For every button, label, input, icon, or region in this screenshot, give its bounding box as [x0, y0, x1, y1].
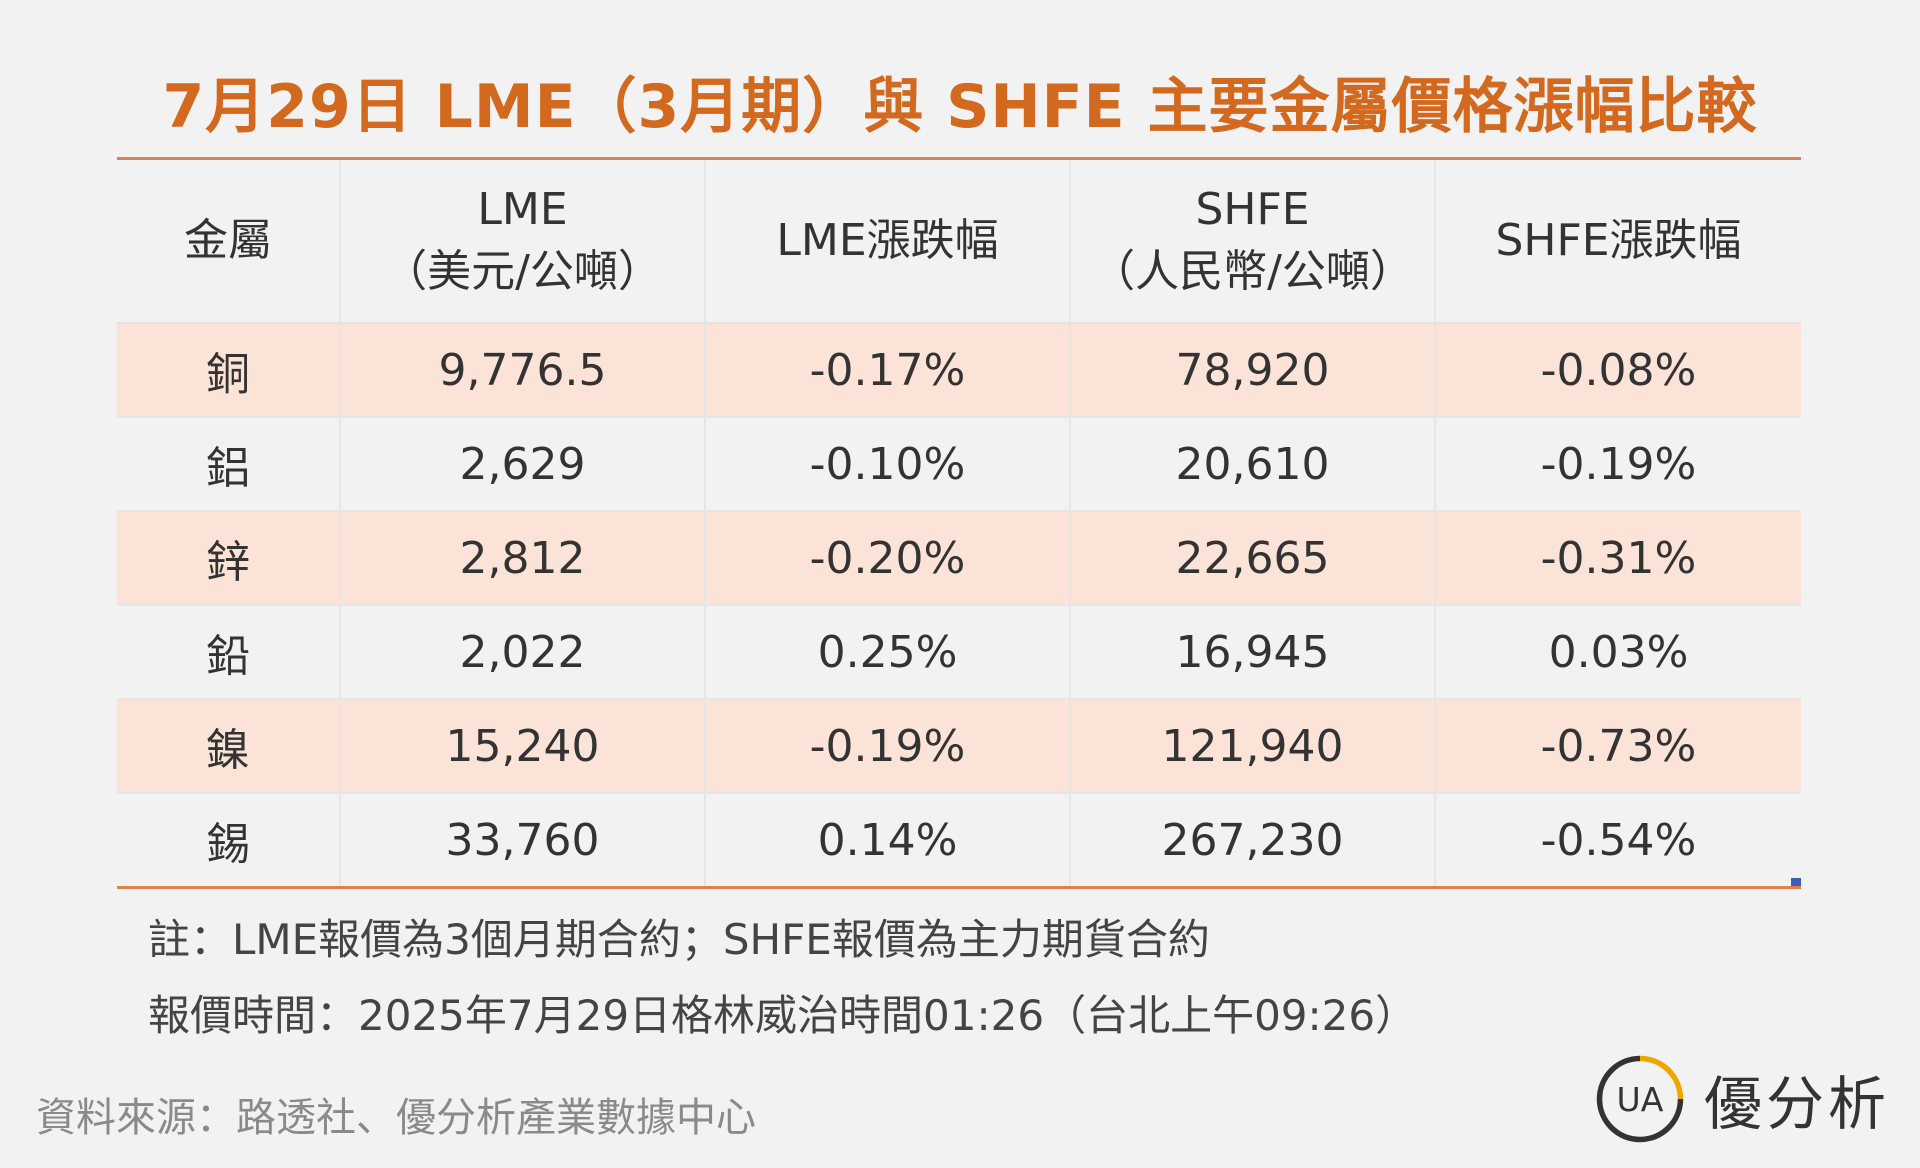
- header-line1: SHFE漲跌幅: [1495, 215, 1742, 266]
- cell-metal: 鎳: [117, 699, 340, 794]
- table-header-row: 金屬 LME （美元/公噸） LME漲跌幅 SHFE （人民幣/公噸） SHFE…: [117, 160, 1801, 324]
- cell-shfe-change: -0.73%: [1434, 699, 1801, 794]
- cell-shfe-price: 78,920: [1069, 323, 1435, 418]
- cell-lme-price: 33,760: [339, 793, 705, 886]
- note-quote-time: 報價時間：2025年7月29日格林威治時間01:26（台北上午09:26）: [148, 991, 1418, 1040]
- cell-shfe-change: 0.03%: [1434, 605, 1801, 700]
- cell-shfe-price: 16,945: [1069, 605, 1435, 700]
- cell-lme-price: 2,812: [339, 511, 705, 606]
- table-row: 鉛 2,022 0.25% 16,945 0.03%: [117, 605, 1801, 700]
- cell-shfe-price: 20,610: [1069, 417, 1435, 512]
- cell-lme-change: -0.10%: [704, 417, 1070, 512]
- brand-name: 優分析: [1703, 1070, 1890, 1138]
- cell-shfe-change: -0.19%: [1434, 417, 1801, 512]
- note-contract-type: 註：LME報價為3個月期合約；SHFE報價為主力期貨合約: [148, 915, 1210, 964]
- header-line2: （美元/公噸）: [383, 246, 662, 297]
- cell-shfe-price: 121,940: [1069, 699, 1435, 794]
- cell-metal: 鉛: [117, 605, 340, 700]
- header-line1: LME漲跌幅: [776, 215, 999, 266]
- cell-metal: 鋁: [117, 417, 340, 512]
- header-line1: SHFE: [1195, 184, 1310, 235]
- header-line2: （人民幣/公噸）: [1091, 246, 1414, 297]
- cell-lme-change: 0.14%: [704, 793, 1070, 886]
- cell-shfe-price: 22,665: [1069, 511, 1435, 606]
- cell-lme-change: 0.25%: [704, 605, 1070, 700]
- header-metal: 金屬: [117, 160, 340, 324]
- table-row: 銅 9,776.5 -0.17% 78,920 -0.08%: [117, 323, 1801, 418]
- header-line1: 金屬: [184, 215, 272, 266]
- brand-block: UA 優分析: [1594, 1053, 1890, 1145]
- cell-lme-price: 2,022: [339, 605, 705, 700]
- table-row: 鎳 15,240 -0.19% 121,940 -0.73%: [117, 699, 1801, 794]
- cell-lme-price: 15,240: [339, 699, 705, 794]
- header-shfe-change: SHFE漲跌幅: [1434, 160, 1801, 324]
- header-shfe-price: SHFE （人民幣/公噸）: [1069, 160, 1435, 324]
- price-comparison-table: 金屬 LME （美元/公噸） LME漲跌幅 SHFE （人民幣/公噸） SHFE…: [117, 160, 1801, 886]
- cell-shfe-change: -0.08%: [1434, 323, 1801, 418]
- data-source: 資料來源：路透社、優分析產業數據中心: [36, 1095, 756, 1141]
- cell-lme-change: -0.20%: [704, 511, 1070, 606]
- cell-metal: 鋅: [117, 511, 340, 606]
- cell-lme-change: -0.17%: [704, 323, 1070, 418]
- header-line1: LME: [477, 184, 568, 235]
- cell-shfe-price: 267,230: [1069, 793, 1435, 886]
- table-row: 鋁 2,629 -0.10% 20,610 -0.19%: [117, 417, 1801, 512]
- footnotes: 註：LME報價為3個月期合約；SHFE報價為主力期貨合約 報價時間：2025年7…: [148, 908, 1417, 1060]
- cell-lme-change: -0.19%: [704, 699, 1070, 794]
- table-corner-mark: [1791, 878, 1801, 886]
- table-row: 錫 33,760 0.14% 267,230 -0.54%: [117, 793, 1801, 886]
- header-lme-change: LME漲跌幅: [704, 160, 1070, 324]
- ua-logo-icon: UA: [1596, 1055, 1684, 1143]
- table-row: 鋅 2,812 -0.20% 22,665 -0.31%: [117, 511, 1801, 606]
- price-table-container: 金屬 LME （美元/公噸） LME漲跌幅 SHFE （人民幣/公噸） SHFE…: [117, 157, 1801, 889]
- page-title: 7月29日 LME（3月期）與 SHFE 主要金屬價格漲幅比較: [162, 72, 1758, 142]
- cell-metal: 銅: [117, 323, 340, 418]
- cell-lme-price: 9,776.5: [339, 323, 705, 418]
- cell-lme-price: 2,629: [339, 417, 705, 512]
- logo-text: UA: [1617, 1080, 1664, 1119]
- header-lme-price: LME （美元/公噸）: [339, 160, 705, 324]
- cell-shfe-change: -0.31%: [1434, 511, 1801, 606]
- cell-metal: 錫: [206, 819, 250, 870]
- cell-shfe-change: -0.54%: [1434, 793, 1801, 886]
